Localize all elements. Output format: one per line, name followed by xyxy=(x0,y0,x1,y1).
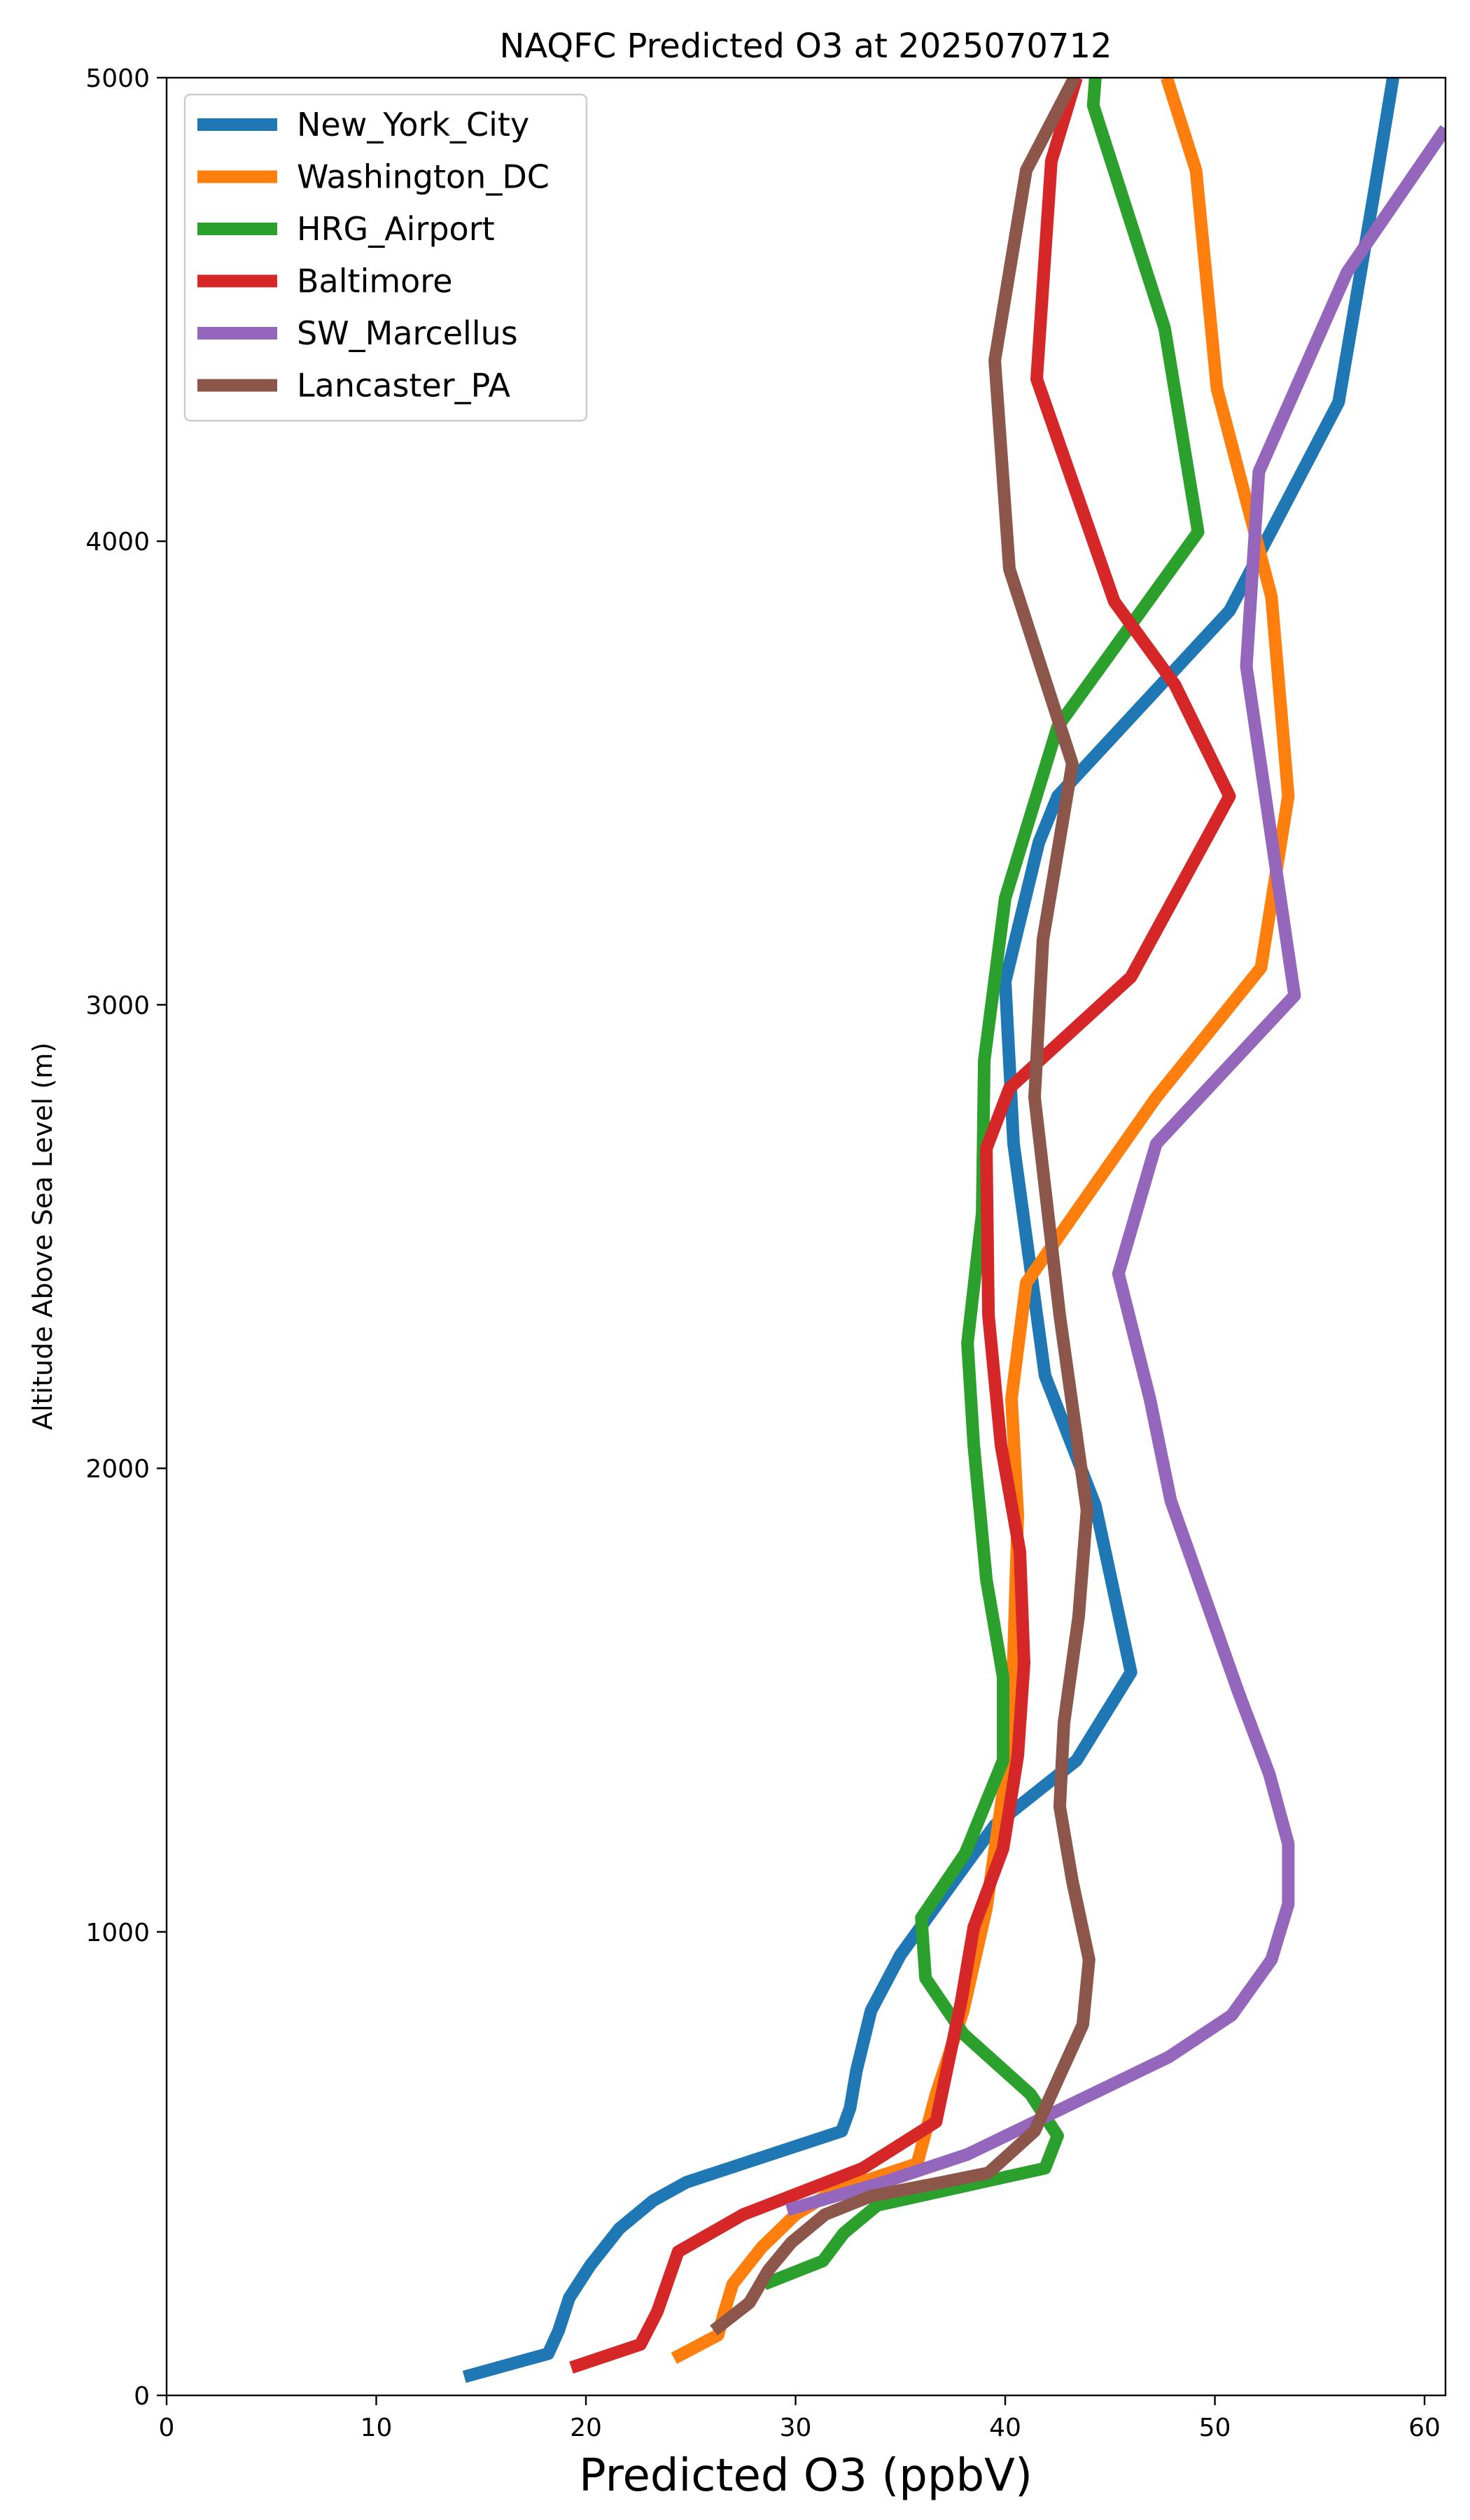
chart-title: NAQFC Predicted O3 at 2025070712 xyxy=(499,27,1112,66)
y-tick-label: 4000 xyxy=(85,528,150,556)
x-tick-label: 40 xyxy=(989,2414,1021,2442)
x-tick-label: 0 xyxy=(159,2414,175,2442)
y-tick-label: 5000 xyxy=(85,64,150,93)
y-axis: 0 1000 2000 3000 4000 5000 xyxy=(85,64,167,2411)
x-tick-label: 30 xyxy=(780,2414,812,2442)
plot-frame xyxy=(165,76,1447,2397)
x-axis: 0 10 20 30 40 50 60 xyxy=(159,2395,1441,2442)
y-tick-label: 2000 xyxy=(85,1455,150,1484)
plot-lines xyxy=(462,78,1446,2384)
x-axis-label: Predicted O3 (ppbV) xyxy=(579,2450,1032,2502)
series-line-baltimore xyxy=(569,78,1236,2374)
y-tick-label: 1000 xyxy=(85,1919,150,1947)
y-tick-label: 3000 xyxy=(85,991,150,1020)
legend-label-hrg-airport: HRG_Airport xyxy=(297,210,495,248)
series-line-new-york-city xyxy=(462,78,1399,2384)
legend-box xyxy=(183,93,588,422)
legend-label-sw-marcellus: SW_Marcellus xyxy=(297,314,518,352)
x-tick-label: 10 xyxy=(360,2414,393,2442)
series-line-sw-marcellus xyxy=(785,125,1446,2216)
y-tick-label: 0 xyxy=(134,2382,150,2411)
legend-label-baltimore: Baltimore xyxy=(297,262,453,300)
legend-entries: New_York_City Washington_DC HRG_Airport Bal… xyxy=(197,106,550,405)
legend-label-lancaster-pa: Lancaster_PA xyxy=(297,367,510,405)
x-tick-label: 50 xyxy=(1199,2414,1231,2442)
legend-label-washington-dc: Washington_DC xyxy=(297,158,550,196)
legend-label-new-york-city: New_York_City xyxy=(297,106,529,144)
legend: New_York_City Washington_DC HRG_Airport Bal… xyxy=(183,93,588,422)
series-line-hrg-airport xyxy=(762,78,1205,2290)
x-tick-label: 20 xyxy=(570,2414,602,2442)
series-line-lancaster-pa xyxy=(710,78,1096,2336)
series-line-washington-dc xyxy=(671,78,1295,2364)
x-tick-label: 60 xyxy=(1408,2414,1441,2442)
y-axis-label: Altitude Above Sea Level (m) xyxy=(27,1042,58,1430)
